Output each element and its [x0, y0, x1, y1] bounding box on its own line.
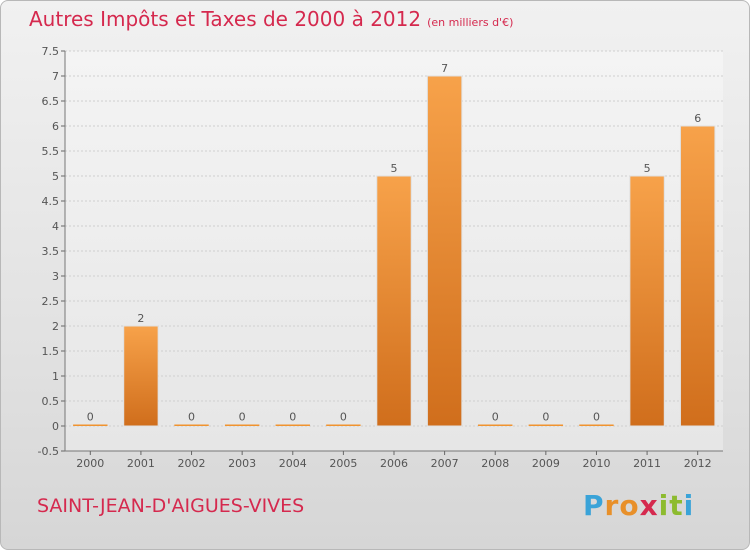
bar	[224, 424, 260, 426]
x-tick-label: 2001	[127, 457, 155, 470]
y-tick-label: 1.5	[42, 345, 60, 358]
y-tick-label: 6.5	[42, 95, 60, 108]
x-tick-label: 2005	[329, 457, 357, 470]
bar-value-label: 6	[694, 112, 701, 125]
logo-letter: o	[619, 489, 640, 522]
y-tick-label: 5	[52, 170, 59, 183]
y-tick-label: 7	[52, 70, 59, 83]
bar	[528, 424, 564, 426]
bar	[326, 424, 361, 426]
bar-value-label: 0	[542, 411, 549, 424]
x-tick-label: 2008	[481, 457, 509, 470]
bar-value-label: 7	[441, 62, 448, 75]
bar-value-label: 0	[188, 411, 195, 424]
y-tick-label: 1	[52, 370, 59, 383]
bar-value-label: 0	[340, 411, 347, 424]
bar	[629, 175, 665, 427]
logo-letter: P	[583, 489, 605, 522]
bar-value-label: 0	[239, 411, 246, 424]
bar	[123, 325, 159, 427]
y-tick-label: 4	[52, 220, 59, 233]
x-tick-label: 2009	[532, 457, 560, 470]
y-tick-label: 3	[52, 270, 59, 283]
y-tick-label: 2	[52, 320, 59, 333]
bar-value-label: 0	[492, 411, 499, 424]
x-tick-label: 2010	[582, 457, 610, 470]
y-tick-label: 7.5	[42, 45, 60, 58]
y-tick-label: 0.5	[42, 395, 60, 408]
y-tick-label: -0.5	[38, 445, 59, 458]
bar	[579, 424, 614, 426]
bar	[679, 125, 716, 427]
bar	[174, 424, 209, 426]
logo-letter: r	[604, 489, 620, 522]
y-tick-label: 0	[52, 420, 59, 433]
x-tick-label: 2007	[431, 457, 459, 470]
bar	[426, 75, 463, 427]
x-tick-label: 2011	[633, 457, 661, 470]
logo-letter: t	[669, 489, 684, 522]
logo-letter: i	[683, 489, 695, 522]
y-tick-label: 6	[52, 120, 59, 133]
x-tick-label: 2004	[279, 457, 307, 470]
bar-value-label: 2	[137, 312, 144, 325]
bar-value-label: 0	[593, 411, 600, 424]
logo-letter: i	[658, 489, 670, 522]
x-tick-label: 2012	[684, 457, 712, 470]
commune-name: SAINT-JEAN-D'AIGUES-VIVES	[37, 495, 305, 517]
y-tick-label: 5.5	[42, 145, 60, 158]
x-tick-label: 2003	[228, 457, 256, 470]
y-tick-label: 3.5	[42, 245, 60, 258]
chart-title-main: Autres Impôts et Taxes de 2000 à 2012	[29, 7, 422, 31]
x-tick-label: 2006	[380, 457, 408, 470]
bar	[478, 424, 513, 426]
x-tick-label: 2002	[178, 457, 206, 470]
chart-title-unit: (en milliers d'€)	[427, 16, 514, 29]
bar	[376, 175, 412, 427]
logo-letter: x	[639, 489, 659, 522]
chart-title: Autres Impôts et Taxes de 2000 à 2012 (en…	[29, 7, 513, 31]
bar	[275, 424, 310, 426]
y-tick-label: 4.5	[42, 195, 60, 208]
y-tick-label: 2.5	[42, 295, 60, 308]
bar-value-label: 0	[87, 411, 94, 424]
proxiti-logo: Proxiti	[583, 489, 694, 522]
x-tick-label: 2000	[76, 457, 104, 470]
bar	[73, 424, 108, 426]
bar-value-label: 5	[644, 162, 651, 175]
bar-value-label: 0	[289, 411, 296, 424]
bar-value-label: 5	[391, 162, 398, 175]
